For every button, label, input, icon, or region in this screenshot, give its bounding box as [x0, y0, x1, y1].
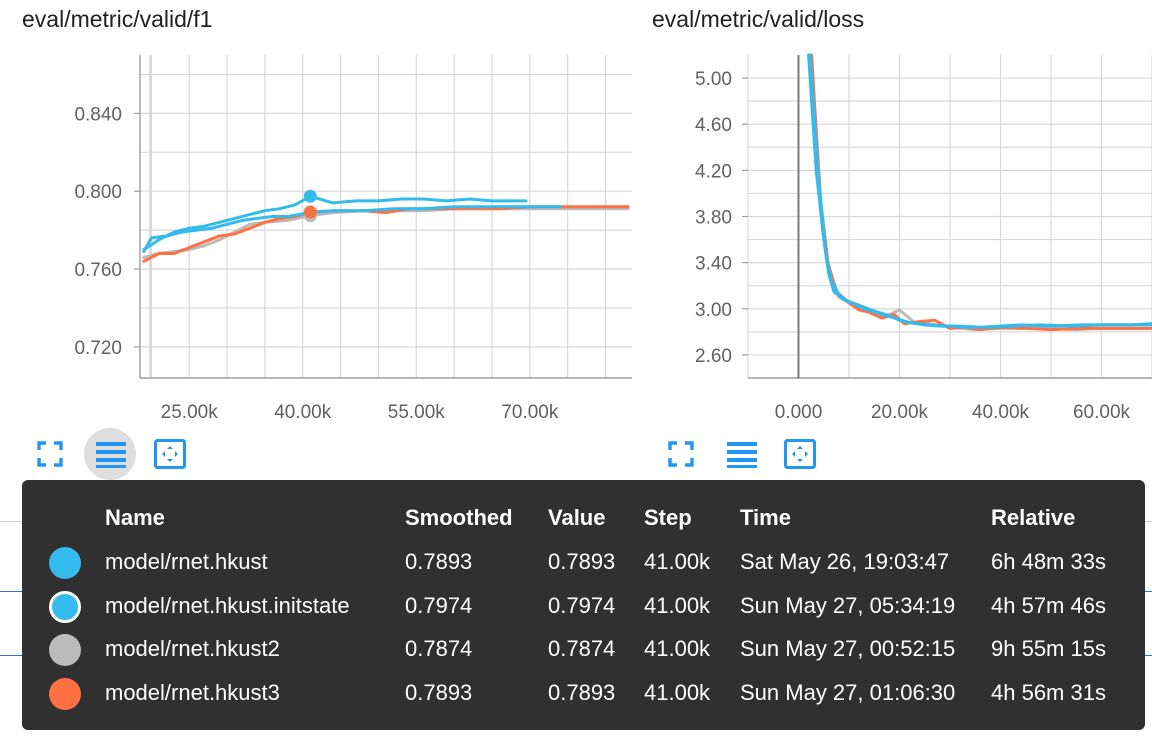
chart-toolbar [640, 428, 1152, 480]
f1-chart[interactable]: 0.840 0.800 0.760 0.720 25.00k 40.00k 55.00k 70… [0, 0, 640, 430]
tooltip-cell-time: Sat May 26, 19:03:47 [740, 549, 950, 574]
tooltip-cell-smoothed: 0.7893 [405, 679, 473, 705]
chart-card-f1: 0.840 0.800 0.760 0.720 25.00k 40.00k 55.00k 70… [0, 0, 640, 480]
tooltip-cell-step: 41.00k [644, 592, 711, 618]
tooltip-cell-step: 41.00k [644, 636, 711, 661]
fit-domain-icon [154, 439, 186, 469]
column-header-name: Name [105, 505, 165, 530]
fit-domain-button[interactable] [144, 428, 196, 480]
series-line-model-rnet-hkust2[interactable] [809, 53, 1152, 332]
series-color-swatch [49, 677, 81, 710]
tooltip-cell-name: model/rnet.hkust [105, 549, 268, 574]
tooltip-cell-smoothed: 0.7893 [405, 549, 473, 574]
y-tick-label: 0.760 [74, 260, 122, 281]
y-tick-label: 3.40 [695, 254, 732, 275]
tooltip-cell-name: model/rnet.hkust2 [105, 636, 280, 661]
tooltip-cell-value: 0.7893 [548, 549, 616, 574]
series-line-model-rnet-hkust[interactable] [807, 53, 1152, 329]
x-tick-label: 60.00k [1073, 402, 1131, 423]
toggle-fullscreen-button[interactable] [24, 428, 76, 480]
column-header-step: Step [644, 505, 692, 530]
series-line-model-rnet-hkust3[interactable] [142, 205, 630, 263]
toggle-fullscreen-button[interactable] [655, 428, 707, 480]
series-color-swatch [49, 547, 81, 579]
x-tick-label: 55.00k [388, 402, 446, 423]
list-icon [727, 442, 757, 468]
tooltip-cell-time: Sun May 27, 05:34:19 [740, 592, 956, 618]
series-line-model-rnet-hkust2[interactable] [142, 207, 630, 259]
column-header-time: Time [740, 505, 791, 530]
hover-point-marker [303, 205, 317, 219]
column-header-value: Value [548, 505, 606, 530]
tooltip-cell-smoothed: 0.7874 [405, 636, 473, 661]
tooltip-cell-value: 0.7874 [548, 636, 616, 661]
y-tick-label: 3.80 [695, 208, 732, 229]
tooltip-cell-value: 0.7893 [548, 679, 616, 705]
hover-point-marker [303, 189, 317, 203]
x-tick-label: 0.000 [775, 402, 823, 423]
tooltip-cell-step: 41.00k [644, 679, 711, 705]
tooltip-cell-time: Sun May 27, 00:52:15 [740, 636, 956, 661]
y-tick-label: 0.800 [74, 182, 122, 203]
expand-icon [37, 441, 63, 467]
column-header-relative: Relative [991, 505, 1076, 530]
loss-chart[interactable]: 5.00 4.60 4.20 3.80 3.40 3.00 2.60 0.000 20.00k 4… [640, 0, 1152, 430]
hover-tooltip-table: Name Smoothed Value Step Time Relative m… [22, 480, 1145, 730]
chart-title: eval/metric/valid/loss [652, 6, 865, 32]
tooltip-cell-name: model/rnet.hkust.initstate [105, 592, 350, 618]
y-tick-label: 0.840 [74, 104, 122, 125]
tooltip-cell-step: 41.00k [644, 549, 711, 574]
expand-icon [668, 441, 694, 467]
tooltip-cell-name: model/rnet.hkust3 [105, 679, 280, 705]
series-color-swatch [49, 590, 81, 623]
tooltip-cell-relative: 9h 55m 15s [991, 636, 1106, 661]
x-tick-label: 20.00k [871, 402, 929, 423]
y-tick-label: 4.20 [695, 161, 732, 182]
fit-domain-icon [784, 439, 816, 469]
tooltip-cell-time: Sun May 27, 01:06:30 [740, 679, 956, 705]
x-tick-label: 40.00k [972, 402, 1030, 423]
x-tick-label: 70.00k [501, 402, 559, 423]
tooltip-cell-relative: 4h 57m 46s [991, 592, 1106, 618]
chart-title: eval/metric/valid/f1 [22, 6, 213, 32]
tooltip-cell-value: 0.7974 [548, 592, 616, 618]
toggle-data-list-button[interactable] [715, 428, 767, 480]
series-line-model-rnet-hkust-initstate[interactable] [142, 194, 528, 252]
tooltip-cell-relative: 4h 56m 31s [991, 679, 1106, 705]
list-icon [96, 442, 126, 468]
chart-card-loss: 5.00 4.60 4.20 3.80 3.40 3.00 2.60 0.000 20.00k 4… [640, 0, 1152, 480]
toggle-data-list-button[interactable] [84, 428, 136, 480]
tooltip-cell-relative: 6h 48m 33s [991, 549, 1106, 574]
series-line-model-rnet-hkust-initstate[interactable] [808, 53, 1152, 329]
chart-toolbar [0, 428, 640, 480]
series-line-model-rnet-hkust[interactable] [142, 205, 562, 253]
y-tick-label: 5.00 [695, 69, 732, 90]
y-tick-label: 3.00 [695, 300, 732, 321]
x-tick-label: 25.00k [161, 402, 219, 423]
x-tick-label: 40.00k [274, 402, 332, 423]
series-color-swatch [49, 634, 81, 666]
fit-domain-button[interactable] [774, 428, 826, 480]
y-tick-label: 4.60 [695, 115, 732, 136]
tooltip-cell-smoothed: 0.7974 [405, 592, 473, 618]
column-header-smoothed: Smoothed [405, 505, 513, 530]
y-tick-label: 0.720 [74, 338, 122, 359]
y-tick-label: 2.60 [695, 346, 732, 367]
